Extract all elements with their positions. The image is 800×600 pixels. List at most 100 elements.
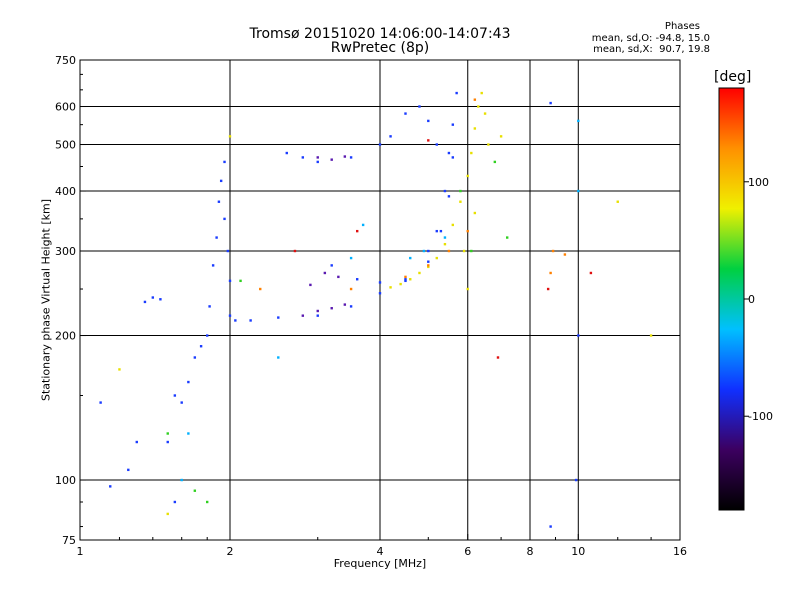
echo-point xyxy=(205,334,209,337)
echo-point xyxy=(211,264,215,267)
echo-point xyxy=(166,512,169,516)
echo-point xyxy=(473,98,477,101)
echo-point xyxy=(223,160,226,164)
echo-point xyxy=(577,334,580,337)
echo-point xyxy=(127,468,130,472)
echo-point xyxy=(443,242,447,246)
echo-point xyxy=(330,264,333,267)
y-tick-label: 300 xyxy=(55,245,76,258)
echo-point xyxy=(483,112,487,115)
echo-point xyxy=(226,249,230,253)
colorbar-tick-label: 0 xyxy=(748,293,755,306)
echo-point xyxy=(234,319,237,322)
echo-point xyxy=(193,489,197,492)
echo-point xyxy=(217,200,221,203)
echo-point xyxy=(459,200,462,203)
echo-point xyxy=(228,314,232,317)
echo-point xyxy=(349,156,353,159)
echo-point xyxy=(418,271,421,275)
echo-point xyxy=(143,300,147,304)
echo-point xyxy=(223,217,226,221)
y-tick-label: 500 xyxy=(55,139,76,152)
echo-point xyxy=(208,305,211,308)
x-tick-label: 16 xyxy=(673,545,687,558)
echo-point xyxy=(316,314,319,317)
echo-point xyxy=(349,256,353,260)
echo-point xyxy=(499,135,503,138)
echo-point xyxy=(427,260,430,263)
echo-point xyxy=(301,314,305,317)
echo-point xyxy=(239,279,242,283)
echo-point xyxy=(473,127,477,130)
echo-point xyxy=(343,303,347,306)
echo-point xyxy=(301,156,305,159)
echo-point xyxy=(443,189,447,193)
echo-point xyxy=(355,278,359,281)
x-axis-label: Frequency [MHz] xyxy=(333,557,427,570)
echo-point xyxy=(355,229,359,233)
echo-point xyxy=(455,91,458,95)
echo-point xyxy=(404,279,407,283)
echo-point xyxy=(378,292,382,295)
echo-point xyxy=(451,156,455,159)
echo-point xyxy=(259,287,262,291)
echo-point xyxy=(496,356,500,359)
y-tick-label: 75 xyxy=(62,534,76,547)
echo-point xyxy=(418,105,421,108)
echo-point xyxy=(551,249,555,253)
echo-point xyxy=(378,281,382,284)
echo-point xyxy=(135,440,138,444)
echo-point xyxy=(427,265,430,269)
echo-point xyxy=(409,278,412,281)
echo-point xyxy=(309,283,312,287)
echo-point xyxy=(285,151,288,155)
echo-point xyxy=(228,135,232,138)
echo-point xyxy=(447,249,451,253)
plot-frame xyxy=(79,59,681,541)
echo-point xyxy=(215,236,218,239)
echo-point xyxy=(549,525,552,528)
echo-point xyxy=(616,200,619,203)
phase-stats-x: mean, sd,X: 90.7, 19.8 xyxy=(593,44,710,55)
x-tick-label: 4 xyxy=(377,545,384,558)
echo-point xyxy=(404,275,407,279)
echo-point xyxy=(173,500,177,504)
echo-point xyxy=(459,189,462,193)
echo-point xyxy=(199,345,203,348)
echo-point xyxy=(277,316,280,319)
echo-point xyxy=(480,91,483,95)
echo-point xyxy=(505,236,509,239)
echo-point xyxy=(118,368,121,371)
colorbar-scale xyxy=(718,87,745,511)
echo-point xyxy=(378,143,382,146)
echo-point xyxy=(447,195,451,198)
echo-point xyxy=(323,271,327,275)
echo-point xyxy=(451,223,455,227)
phase-stats-heading: Phases xyxy=(664,21,700,32)
chart-subtitle: RwPretec (8p) xyxy=(330,40,430,56)
colorbar-tick-label: 100 xyxy=(748,176,769,189)
x-tick-label: 6 xyxy=(464,545,471,558)
echo-point xyxy=(228,279,232,283)
echo-point xyxy=(337,275,340,279)
echo-point xyxy=(439,229,443,233)
y-tick-label: 600 xyxy=(55,101,76,114)
echo-point xyxy=(435,256,438,260)
echo-point xyxy=(205,500,209,504)
echo-point xyxy=(389,286,392,289)
echo-point xyxy=(277,356,280,359)
echo-point xyxy=(166,432,169,435)
echo-point xyxy=(466,229,469,233)
echo-point xyxy=(159,298,162,301)
echo-point xyxy=(166,440,169,444)
echo-point xyxy=(173,394,177,397)
phase-colorbar: 100 0 -100 xyxy=(718,87,773,511)
echo-point xyxy=(427,119,430,123)
echo-point xyxy=(462,249,466,253)
echo-point xyxy=(343,155,347,158)
echo-point xyxy=(427,249,430,253)
echo-point xyxy=(180,401,183,404)
echo-point xyxy=(435,143,438,146)
echo-point xyxy=(293,249,297,253)
